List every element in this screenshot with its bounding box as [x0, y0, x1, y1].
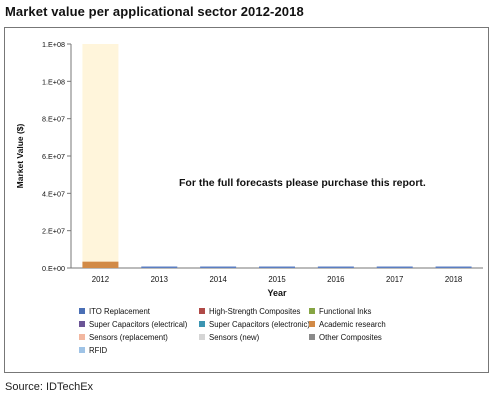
y-axis-label: Market Value ($) — [15, 123, 25, 188]
legend-swatch-rfid — [79, 347, 85, 353]
y-tick-label: 1.E+08 — [42, 40, 65, 49]
baseline-bar-2018 — [435, 266, 472, 268]
x-tick-label: 2012 — [92, 275, 109, 284]
chart-title: Market value per applicational sector 20… — [5, 4, 304, 19]
x-tick-label: 2013 — [151, 275, 168, 284]
y-tick-label: 6.E+07 — [42, 152, 65, 161]
legend-swatch-ito-replacement — [79, 308, 85, 314]
legend-swatch-academic-research — [309, 321, 315, 327]
chart-svg: 0.E+00 2.E+07 4.E+07 6.E+07 8.E+07 1.E+08 1.E+… — [15, 40, 483, 355]
legend-label-functional-inks: Functional Inks — [319, 307, 372, 316]
x-tick-label: 2017 — [386, 275, 403, 284]
legend-label-rfid: RFID — [89, 346, 108, 355]
legend-label-other-composites: Other Composites — [319, 333, 382, 342]
legend-label-high-strength-composites: High-Strength Composites — [209, 307, 301, 316]
legend-label-super-capacitors-electronic-: Super Capacitors (electronic) — [209, 320, 310, 329]
legend-label-super-capacitors-electrical-: Super Capacitors (electrical) — [89, 320, 188, 329]
y-tick-label: 0.E+00 — [42, 264, 65, 273]
legend-swatch-sensors-new- — [199, 334, 205, 340]
legend-swatch-super-capacitors-electronic- — [199, 321, 205, 327]
legend-label-sensors-replacement-: Sensors (replacement) — [89, 333, 168, 342]
legend-swatch-functional-inks — [309, 308, 315, 314]
bar-academic-research-2012 — [82, 261, 119, 268]
x-tick-label: 2014 — [209, 275, 227, 284]
baseline-bar-2017 — [376, 266, 413, 268]
legend-label-sensors-new-: Sensors (new) — [209, 333, 260, 342]
y-tick-label: 8.E+07 — [42, 115, 65, 124]
overlay-notice: For the full forecasts please purchase t… — [179, 177, 426, 189]
baseline-bar-2015 — [259, 266, 295, 268]
baseline-bar-2013 — [141, 266, 178, 268]
legend-label-academic-research: Academic research — [319, 320, 386, 329]
y-tick-label: 2.E+07 — [42, 227, 65, 236]
y-tick-label: 1.E+08 — [42, 77, 65, 86]
x-tick-label: 2016 — [327, 275, 344, 284]
legend-swatch-other-composites — [309, 334, 315, 340]
chart-frame: 0.E+00 2.E+07 4.E+07 6.E+07 8.E+07 1.E+08 1.E+… — [4, 27, 489, 373]
x-axis-label: Year — [267, 288, 287, 298]
legend-label-ito-replacement: ITO Replacement — [89, 307, 151, 316]
legend-swatch-high-strength-composites — [199, 308, 205, 314]
legend-swatch-sensors-replacement- — [79, 334, 85, 340]
legend-swatch-super-capacitors-electrical- — [79, 321, 85, 327]
baseline-bar-2014 — [200, 266, 237, 268]
baseline-bar-2016 — [317, 266, 354, 268]
x-tick-label: 2015 — [268, 275, 286, 284]
highlight-column — [82, 44, 119, 268]
y-tick-label: 4.E+07 — [42, 189, 65, 198]
source-text: Source: IDTechEx — [5, 381, 94, 393]
x-tick-label: 2018 — [445, 275, 462, 284]
